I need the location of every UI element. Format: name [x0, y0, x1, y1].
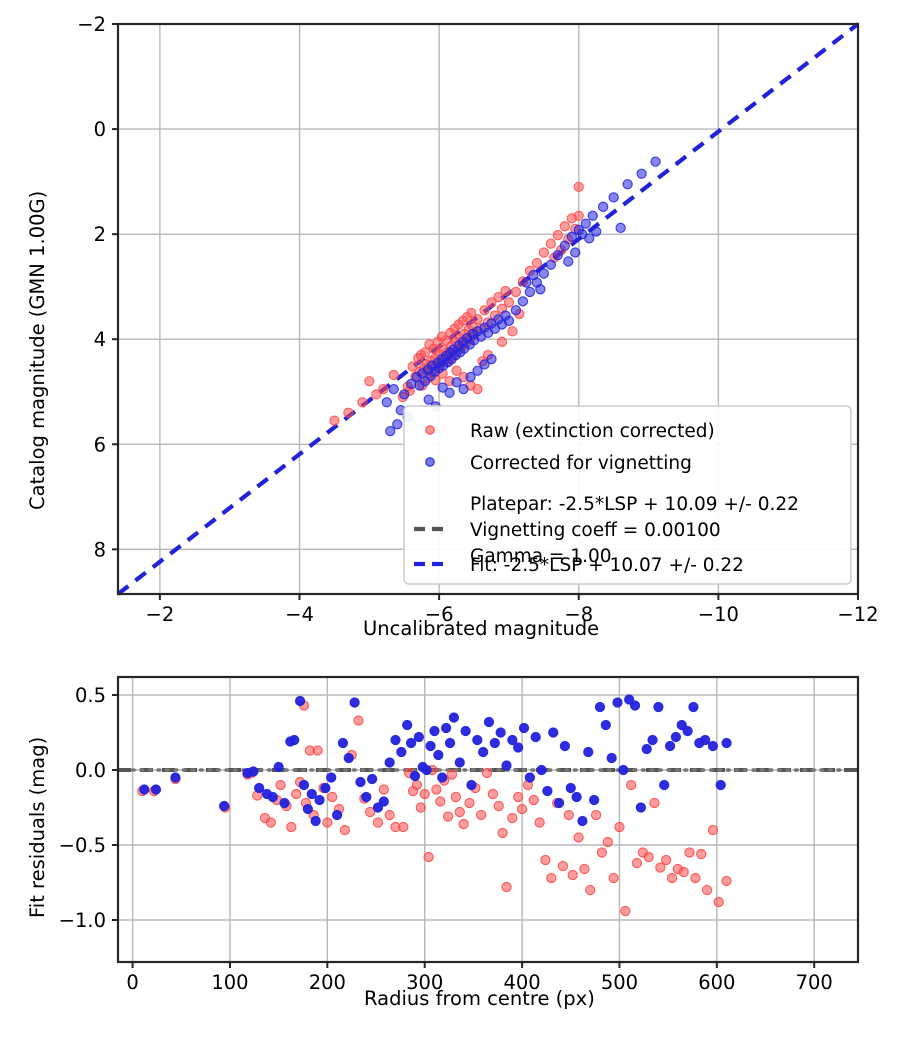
bottom-x-tick-label: 700: [796, 971, 833, 994]
legend-label: Corrected for vignetting: [470, 453, 692, 474]
legend-label: Gamma = 1.00: [470, 546, 612, 567]
top-x-tick-label: −12: [837, 603, 878, 626]
legend-entry: Platepar: -2.5*LSP + 10.09 +/- 0.22 Vigne…: [414, 494, 799, 567]
bottom-x-tick-label: 100: [211, 971, 248, 994]
top-plot-area: −2 −4 −6 −8 −10 −12 −2 0 2 4 6 8 Raw (extinction cor…: [77, 13, 878, 626]
bottom-y-tick-label: −0.5: [59, 834, 106, 857]
bottom-x-axis-label: Radius from centre (px): [364, 987, 595, 1010]
legend-entry: Raw (extinction corrected): [425, 421, 715, 442]
bottom-plot-area: 0 100 200 300 400 500 600 700 0.5 0.0 −0.5 −1.0: [59, 675, 860, 994]
legend-label: Fit: -2.5*LSP + 10.07 +/- 0.22: [470, 555, 744, 576]
legend-label: Platepar: -2.5*LSP + 10.09 +/- 0.22: [470, 494, 799, 515]
bottom-y-axis-label: Fit residuals (mag): [26, 736, 49, 918]
bottom-x-tick-label: 300: [406, 971, 443, 994]
top-y-tick-label: 8: [94, 538, 106, 561]
top-x-tick-label: −10: [698, 603, 739, 626]
legend-entry: Corrected for vignetting: [425, 453, 692, 474]
bottom-x-tick-label: 400: [503, 971, 540, 994]
bottom-y-tick-label: −1.0: [59, 909, 106, 932]
raw-scatter-series: [329, 181, 584, 426]
top-x-tick-label: −6: [425, 603, 454, 626]
top-y-tick-label: 4: [94, 328, 106, 351]
top-y-tick-label: 6: [94, 433, 106, 456]
top-x-axis-label: Uncalibrated magnitude: [363, 617, 600, 640]
legend-label: Vignetting coeff = 0.00100: [470, 520, 721, 541]
legend-marker-point: [425, 425, 435, 435]
legend-label: Raw (extinction corrected): [470, 421, 715, 442]
fit-residuals-plot: Fit residuals (mag) Radius from centre (…: [0, 650, 900, 1050]
bottom-x-tick-label: 0: [126, 971, 138, 994]
bottom-x-tick-label: 500: [601, 971, 638, 994]
legend-marker-point: [425, 457, 435, 467]
bottom-x-tick-label: 200: [309, 971, 346, 994]
top-y-axis-label: Catalog magnitude (GMN 1.00G): [26, 190, 49, 510]
bottom-y-tick-label: 0.5: [75, 684, 106, 707]
legend-box: [403, 405, 852, 585]
bottom-x-tick-label: 600: [698, 971, 735, 994]
top-x-tick-label: −8: [564, 603, 593, 626]
top-x-tick-label: −4: [285, 603, 314, 626]
top-x-tick-label: −2: [146, 603, 175, 626]
legend-entry: Fit: -2.5*LSP + 10.07 +/- 0.22: [414, 555, 744, 576]
top-y-tick-label: −2: [77, 13, 106, 36]
bottom-y-tick-label: 0.0: [75, 759, 106, 782]
corrected-scatter-series: [381, 156, 661, 437]
top-y-tick-label: 0: [94, 118, 106, 141]
corrected-residual-series: [139, 694, 732, 827]
magnitude-calibration-plot: Catalog magnitude (GMN 1.00G) Uncalibrat…: [26, 13, 879, 640]
top-y-tick-label: 2: [94, 223, 106, 246]
